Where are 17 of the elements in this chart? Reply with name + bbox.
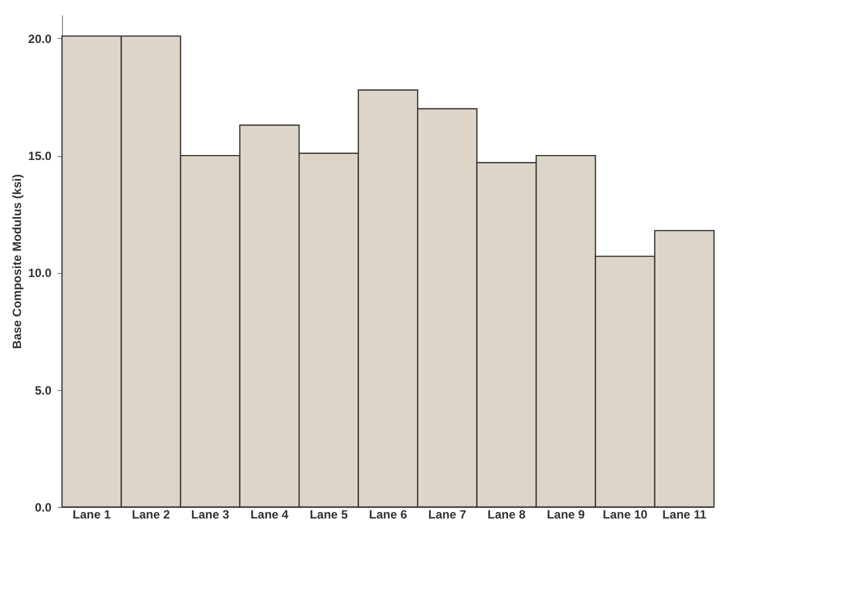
x-tick-label: Lane 8 bbox=[488, 508, 526, 522]
y-tick-label: 0.0 bbox=[34, 500, 52, 514]
x-tick-label: Lane 10 bbox=[602, 508, 648, 522]
x-tick-label: Lane 6 bbox=[368, 508, 408, 522]
y-axis-title: Base Composite Modulus (ksi) bbox=[10, 174, 24, 349]
x-tick-label: Lane 5 bbox=[310, 508, 348, 522]
y-tick-label: 15.0 bbox=[28, 149, 52, 164]
x-tick-label: Lane 2 bbox=[132, 508, 170, 522]
y-tick-label: 20.0 bbox=[28, 32, 52, 46]
y-tick-label: 5.0 bbox=[34, 383, 52, 398]
x-tick-label: Lane 4 bbox=[250, 508, 289, 522]
x-tick-label: Lane 3 bbox=[191, 508, 230, 522]
x-tick-label: Lane 7 bbox=[428, 508, 467, 522]
y-tick-label: 10.0 bbox=[28, 266, 52, 280]
x-tick-label: Lane 1 bbox=[72, 508, 111, 522]
x-tick-label: Lane 9 bbox=[546, 508, 586, 522]
x-tick-label: Lane 11 bbox=[662, 508, 707, 522]
